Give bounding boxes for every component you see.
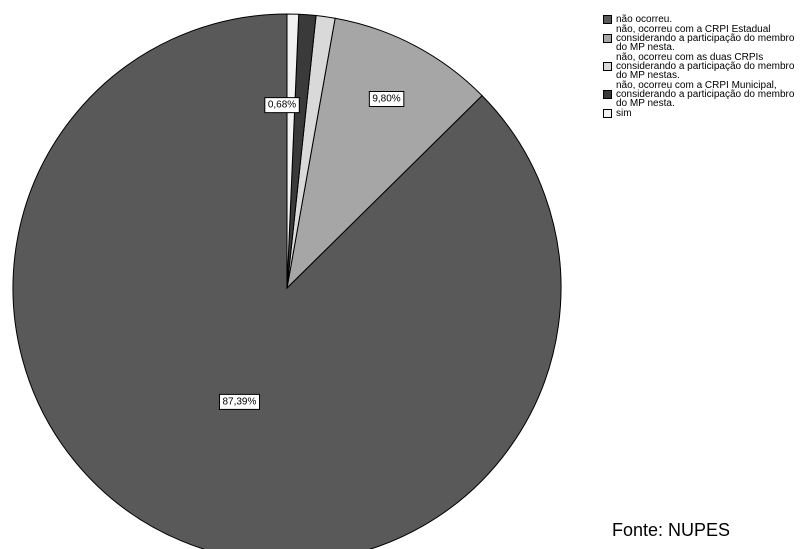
pie-slice-estadual (286, 17, 483, 290)
data-label-box-nao-ocorreu (218, 393, 260, 410)
legend: não ocorreu. não, ocorreu com a CRPI Esta… (603, 15, 803, 119)
legend-label-municipal: não, ocorreu com a CRPI Municipal, consi… (616, 80, 795, 109)
data-label-nao-ocorreu: 87,39% (222, 396, 256, 407)
legend-swatch-nao-ocorreu (603, 15, 612, 24)
legend-label-estadual: não, ocorreu com a CRPI Estadual conside… (616, 24, 795, 53)
legend-swatch-duas-crpis (603, 62, 612, 71)
pie-data-labels: 87,39% 9,80% 0,68% (218, 91, 405, 410)
legend-swatch-estadual (603, 34, 612, 43)
legend-swatch-municipal (603, 90, 612, 99)
source-note: Fonte: NUPES (612, 520, 731, 540)
legend-item-estadual: não, ocorreu com a CRPI Estadual conside… (603, 24, 803, 53)
legend-item-municipal: não, ocorreu com a CRPI Municipal, consi… (603, 80, 803, 109)
pie-slice-sim (286, 13, 300, 289)
pie-slice-nao-ocorreu (12, 13, 562, 549)
pie-slices (12, 13, 562, 549)
legend-label-sim: sim (616, 108, 632, 119)
data-label-sim: 0,68% (268, 100, 296, 111)
legend-item-nao-ocorreu: não ocorreu. (603, 14, 803, 25)
legend-swatch-sim (603, 109, 612, 118)
legend-label-duas-crpis: não, ocorreu com as duas CRPIs considera… (616, 52, 795, 81)
legend-item-sim: sim (603, 108, 803, 119)
data-label-box-sim (264, 97, 300, 114)
legend-item-duas-crpis: não, ocorreu com as duas CRPIs considera… (603, 52, 803, 81)
data-label-box-estadual (368, 91, 405, 108)
legend-label-nao-ocorreu: não ocorreu. (616, 14, 673, 25)
data-label-estadual: 9,80% (372, 94, 400, 105)
